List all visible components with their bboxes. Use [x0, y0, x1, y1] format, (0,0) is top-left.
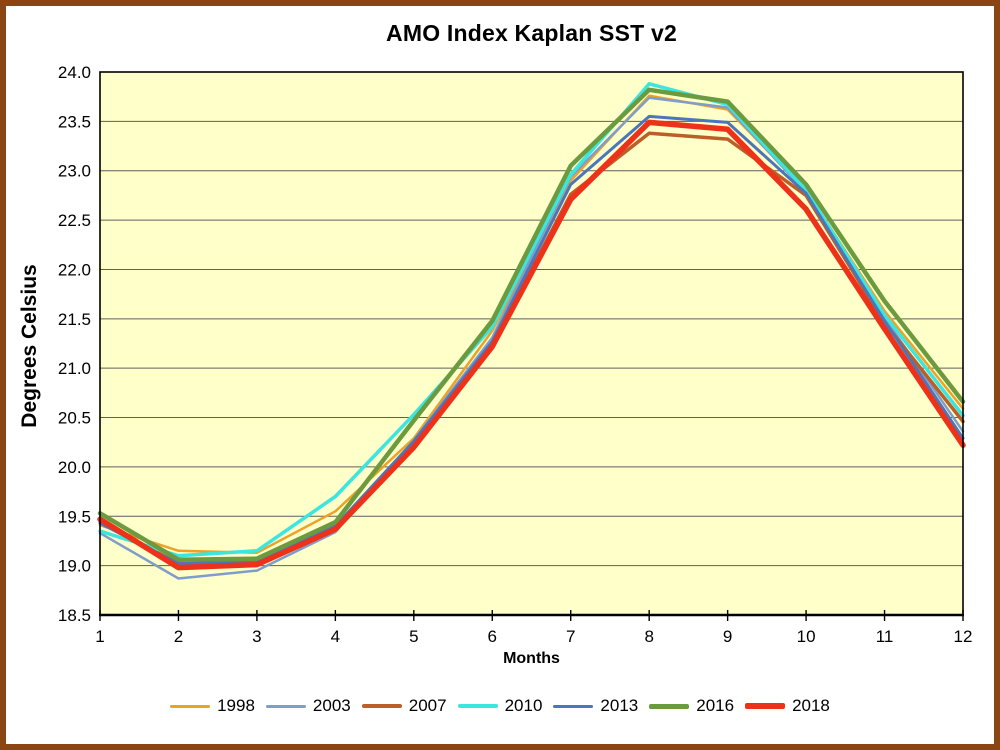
y-tick-label: 24.0 [58, 63, 91, 82]
legend-label: 2007 [408, 696, 447, 715]
plot-area: 1 2 3 4 5 6 7 8 9 10 11 1224.023.523.022.522.021.52… [58, 63, 973, 646]
x-tick-label: 7 [566, 627, 575, 646]
legend-line-swatch [553, 704, 594, 708]
legend-line-swatch [170, 704, 211, 708]
x-tick-label: 6 [488, 627, 497, 646]
legend-line-swatch [457, 704, 498, 708]
x-tick-label: 8 [644, 627, 653, 646]
legend-item-2010: 2010 [457, 696, 543, 716]
y-tick-label: 23.5 [58, 112, 91, 131]
x-tick-label: 1 [95, 627, 104, 646]
y-tick-label: 20.0 [58, 458, 91, 477]
legend-label: 2018 [792, 696, 830, 715]
legend-label: 2010 [504, 696, 543, 715]
legend-item-2016: 2016 [649, 696, 734, 716]
y-axis-title: Degrees Celsius [18, 264, 41, 428]
legend-label: 2003 [312, 696, 351, 715]
series-line-2013 [98, 114, 965, 566]
x-tick-label: 10 [797, 627, 816, 646]
x-tick-label: 2 [174, 627, 183, 646]
x-tick-label: 5 [409, 627, 418, 646]
x-axis-title: Months [503, 650, 560, 667]
legend-label: 2016 [696, 696, 735, 715]
y-tick-label: 19.5 [58, 507, 91, 526]
legend-item-2018: 2018 [745, 696, 830, 716]
y-tick-label: 18.5 [58, 606, 91, 625]
y-tick-label: 20.5 [58, 409, 91, 428]
series-line-2016 [97, 87, 966, 562]
chart-title: AMO Index Kaplan SST v2 [386, 20, 677, 46]
legend-line-swatch [361, 704, 402, 708]
x-tick-label: 9 [723, 627, 732, 646]
y-tick-label: 21.5 [58, 310, 91, 329]
y-tick-label: 23.0 [58, 162, 91, 181]
y-tick-label: 19.0 [58, 557, 91, 576]
series-line-2010 [98, 82, 965, 558]
legend-item-2013: 2013 [553, 696, 638, 716]
plot-background [100, 72, 963, 615]
legend-line-swatch [745, 703, 786, 709]
x-tick-label: 12 [954, 627, 973, 646]
y-tick-label: 22.0 [58, 260, 91, 279]
x-tick-label: 3 [252, 627, 261, 646]
legend-label: 1998 [217, 696, 255, 715]
legend-item-2007: 2007 [361, 696, 447, 716]
legend-label: 2013 [600, 696, 639, 715]
legend-item-2003: 2003 [265, 696, 351, 716]
legend: 1998 2003 2007 2010 2013 2016 2018 [6, 696, 994, 716]
chart-page: 1 2 3 4 5 6 7 8 9 10 11 12 24.0 23.5 23.0 22.5 22.0 21.5 2… [6, 6, 994, 744]
x-tick-label: 4 [331, 627, 340, 646]
y-tick-label: 21.0 [58, 359, 91, 378]
legend-line-swatch [265, 704, 306, 708]
legend-item-1998: 1998 [170, 696, 255, 716]
series-line-2018 [97, 119, 966, 571]
legend-line-swatch [649, 703, 690, 709]
y-tick-label: 22.5 [58, 211, 91, 230]
x-tick-label: 11 [876, 627, 894, 646]
